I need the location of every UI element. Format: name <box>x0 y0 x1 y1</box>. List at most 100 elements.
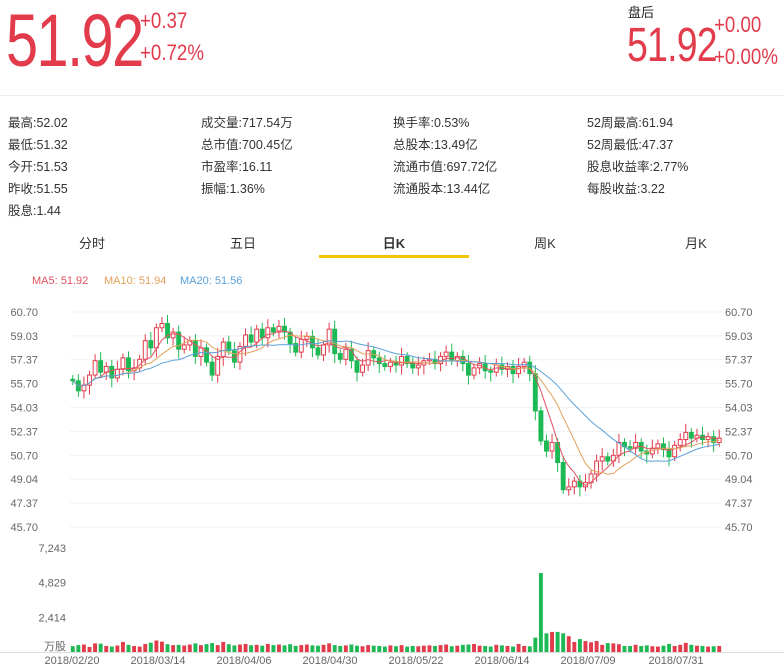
ma20-line <box>72 340 720 462</box>
volume-bar <box>182 645 187 652</box>
volume-bar <box>650 646 655 652</box>
y-tick-left: 60.70 <box>10 307 38 319</box>
candle-body <box>309 335 315 349</box>
volume-bar <box>148 642 153 652</box>
candle-body <box>387 361 393 367</box>
volume-bar <box>277 644 281 652</box>
candle-body <box>176 331 182 350</box>
volume-bar <box>243 643 248 652</box>
y-tick-right: 49.04 <box>725 474 753 486</box>
volume-bar <box>583 641 588 652</box>
ma10-legend: MA10: 51.94 <box>104 275 167 287</box>
volume-bar <box>678 644 683 652</box>
x-tick: 2018/03/14 <box>130 655 185 667</box>
volume-bar <box>332 645 337 652</box>
y-tick-left: 52.37 <box>10 426 38 438</box>
y-tick-right: 50.70 <box>725 450 753 462</box>
stat-item: 52周最低:47.37 <box>587 138 674 152</box>
volume-bar <box>299 645 304 652</box>
volume-bar <box>667 643 672 652</box>
volume-bar <box>165 644 170 652</box>
ma5-line <box>72 330 720 486</box>
tab-weekly-k[interactable]: 周K <box>534 236 556 251</box>
volume-bar <box>310 645 315 652</box>
candle-body <box>549 441 555 452</box>
volume-bar <box>449 646 454 652</box>
volume-bar <box>505 645 510 652</box>
stat-item: 昨收:51.55 <box>8 182 68 196</box>
volume-bar <box>316 645 320 652</box>
candle-body <box>393 361 399 366</box>
tab-daily-k[interactable]: 日K <box>319 232 469 258</box>
volume-bar <box>343 645 348 652</box>
candle-body <box>627 446 633 449</box>
tab-intraday[interactable]: 分时 <box>78 236 105 251</box>
candle-body <box>298 338 304 353</box>
stat-item: 今开:51.53 <box>8 160 68 174</box>
candle-body <box>716 437 722 443</box>
candle-body <box>315 347 321 356</box>
volume-bar <box>104 645 109 652</box>
volume-bar <box>70 646 75 652</box>
candle-body <box>544 440 549 452</box>
candle-body <box>605 456 611 462</box>
candle-body <box>532 373 538 412</box>
candle-body <box>282 325 287 333</box>
volume-bar <box>544 633 549 652</box>
candle-body <box>181 344 187 350</box>
candle-body <box>231 350 237 363</box>
tab-monthly-k[interactable]: 月K <box>685 236 707 251</box>
volume-bar <box>176 644 181 652</box>
candle-body <box>399 355 405 366</box>
volume-bar <box>628 645 633 652</box>
candle-body <box>510 365 516 375</box>
volume-bar <box>711 646 716 652</box>
x-tick: 2018/05/22 <box>388 655 443 667</box>
volume-bar <box>655 646 660 652</box>
x-tick: 2018/06/14 <box>474 655 529 667</box>
candle-body <box>382 363 388 367</box>
volume-bar <box>577 639 582 652</box>
y-tick-left: 45.70 <box>10 522 38 534</box>
candle-body <box>259 328 265 339</box>
volume-bar <box>288 644 293 652</box>
x-tick: 2018/07/31 <box>648 655 703 667</box>
volume-bar <box>355 645 359 652</box>
volume-bar <box>511 646 515 652</box>
y-tick-left: 47.37 <box>10 498 38 510</box>
candle-body <box>354 360 360 373</box>
volume-bar <box>171 645 176 652</box>
stat-item: 52周最高:61.94 <box>587 116 674 130</box>
y-tick-left: 57.37 <box>10 355 38 367</box>
volume-bar <box>210 643 215 652</box>
y-tick-right: 57.37 <box>725 355 753 367</box>
volume-bar <box>199 645 203 652</box>
volume-bar <box>416 646 421 652</box>
volume-bar <box>555 631 560 652</box>
volume-bar <box>204 644 209 652</box>
candle-body <box>688 431 694 439</box>
volume-bar <box>717 645 722 652</box>
volume-tick: 2,414 <box>38 612 66 624</box>
volume-tick: 7,243 <box>38 543 66 555</box>
after-hours-change-pct: +0.00% <box>714 44 778 69</box>
divider <box>0 95 784 96</box>
volume-bar <box>433 645 437 652</box>
volume-bar <box>98 643 103 652</box>
volume-bar <box>120 641 125 652</box>
volume-bar <box>399 645 404 652</box>
volume-bar <box>706 646 711 652</box>
volume-bar <box>421 645 426 652</box>
y-tick-left: 50.70 <box>10 450 38 462</box>
tab-five-day[interactable]: 五日 <box>229 236 256 251</box>
ma5-legend: MA5: 51.92 <box>32 275 89 287</box>
candle-body <box>87 374 92 386</box>
stat-item: 振幅:1.36% <box>201 182 265 196</box>
candle-body <box>243 334 248 347</box>
candle-body <box>672 444 678 458</box>
y-tick-right: 45.70 <box>725 522 753 534</box>
y-tick-left: 49.04 <box>10 474 38 486</box>
volume-bar <box>466 644 471 652</box>
candle-body <box>326 328 332 346</box>
